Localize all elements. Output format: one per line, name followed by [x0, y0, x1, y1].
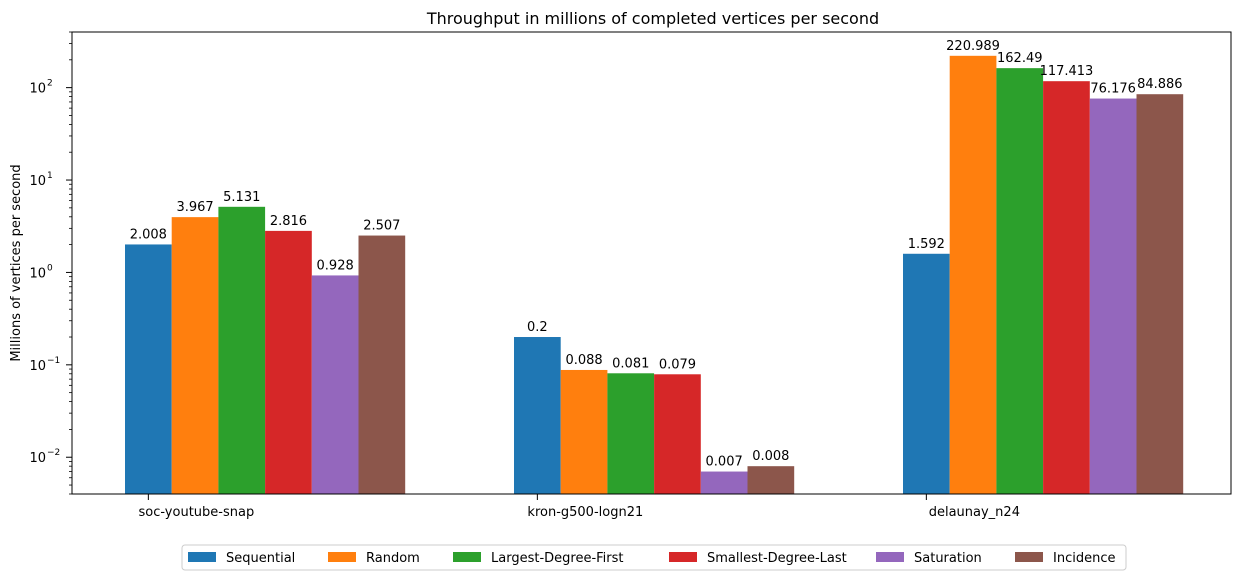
- bar-random-1: [171, 217, 219, 494]
- bar-incidence-3: [1136, 94, 1184, 495]
- data-label: 76.176: [1090, 82, 1136, 97]
- y-tick-label: 10: [29, 266, 46, 281]
- data-label: 0.928: [317, 258, 354, 273]
- x-tick-label: delaunay_n24: [929, 505, 1020, 520]
- legend-label: Random: [366, 551, 420, 566]
- bar-sequential-3: [903, 253, 950, 494]
- legend-label: Saturation: [914, 551, 982, 566]
- y-axis-label: Millions of vertices per second: [9, 164, 24, 361]
- bar-smallest-degree-last-1: [265, 230, 312, 495]
- y-tick-label: 10: [29, 359, 46, 374]
- bar-sequential-1: [125, 244, 172, 494]
- bar-smallest-degree-last-3: [1043, 81, 1090, 494]
- bar-saturation-3: [1089, 98, 1137, 494]
- bar-random-3: [949, 55, 997, 495]
- bar-largest-degree-first-2: [607, 373, 655, 494]
- y-tick-label: 10: [29, 451, 46, 466]
- x-tick-label: soc-youtube-snap: [138, 505, 254, 520]
- legend-label: Sequential: [226, 551, 295, 566]
- legend-swatch: [328, 552, 356, 562]
- bar-largest-degree-first-3: [996, 68, 1044, 494]
- legend-label: Incidence: [1053, 551, 1115, 566]
- x-tick-label: kron-g500-logn21: [527, 505, 643, 520]
- data-label: 84.886: [1137, 77, 1183, 92]
- bars: [125, 55, 1184, 495]
- legend-box: [181, 544, 1127, 571]
- legend-swatch: [1015, 552, 1043, 562]
- legend-swatch: [876, 552, 904, 562]
- data-label: 2.816: [270, 214, 307, 229]
- legend-swatch: [453, 552, 481, 562]
- data-label: 0.2: [527, 320, 548, 335]
- bar-incidence-2: [747, 466, 795, 494]
- data-label: 117.413: [1040, 64, 1094, 79]
- x-axis-ticks: soc-youtube-snap kron-g500-logn21 delaunay…: [138, 494, 1020, 520]
- data-label: 3.967: [176, 200, 213, 215]
- bar-largest-degree-first-1: [218, 206, 266, 494]
- data-label: 0.079: [659, 357, 696, 372]
- bar-incidence-1: [358, 235, 406, 495]
- bar-saturation-2: [700, 471, 748, 494]
- y-tick-exponent: 1: [47, 171, 53, 181]
- bar-smallest-degree-last-2: [654, 374, 701, 494]
- data-label: 2.008: [130, 227, 167, 242]
- y-tick-label: 10: [29, 174, 46, 189]
- bar-labels: 2.008 0.2 1.592 3.967 0.088 220.989 5.131 0.081…: [130, 39, 1183, 470]
- data-label: 220.989: [946, 39, 1000, 54]
- bar-saturation-1: [311, 275, 359, 494]
- y-tick-exponent: −1: [47, 356, 60, 366]
- plot-frame: [71, 31, 1232, 495]
- y-tick-exponent: −2: [47, 448, 60, 458]
- data-label: 162.49: [997, 51, 1043, 66]
- data-label: 0.008: [752, 449, 789, 464]
- bar-random-2: [560, 369, 608, 494]
- data-label: 1.592: [908, 237, 945, 252]
- legend-swatch: [669, 552, 697, 562]
- data-label: 0.088: [565, 353, 602, 368]
- legend-label: Largest-Degree-First: [491, 551, 624, 566]
- chart-title: Throughput in millions of completed vert…: [426, 9, 879, 28]
- data-label: 0.007: [706, 455, 743, 470]
- legend-label: Smallest-Degree-Last: [707, 551, 847, 566]
- y-tick-label: 10: [29, 82, 46, 97]
- legend-swatch: [188, 552, 216, 562]
- bar-sequential-2: [514, 337, 561, 494]
- data-label: 2.507: [363, 219, 400, 234]
- data-label: 0.081: [612, 356, 649, 371]
- legend: Sequential Random Largest-Degree-First Smal…: [181, 544, 1127, 571]
- data-label: 5.131: [223, 190, 260, 205]
- y-tick-exponent: 0: [47, 263, 53, 273]
- y-tick-exponent: 2: [47, 79, 53, 89]
